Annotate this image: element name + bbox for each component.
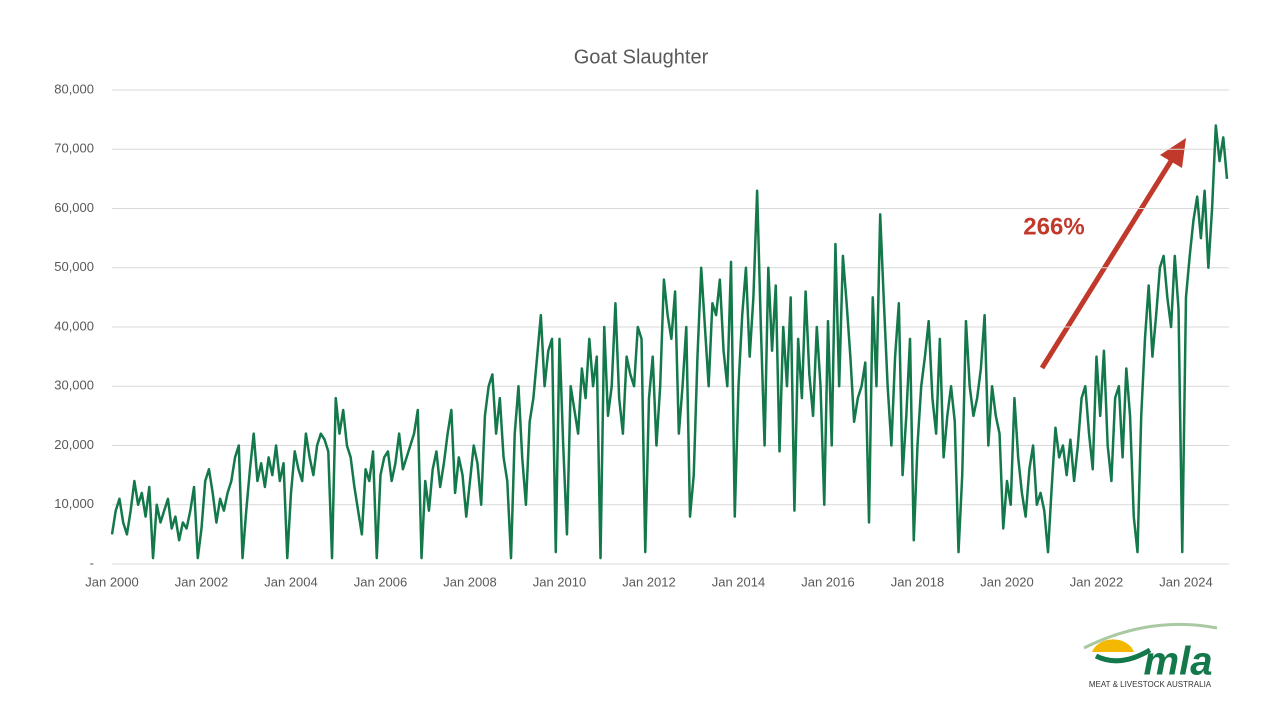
logo-tagline: MEAT & LIVESTOCK AUSTRALIA — [1089, 680, 1212, 689]
x-tick-label: Jan 2008 — [443, 574, 497, 589]
chart-title: Goat Slaughter — [574, 46, 709, 68]
y-tick-label: 40,000 — [54, 318, 94, 333]
logo-arc — [1083, 622, 1218, 650]
logo-swoosh — [1094, 647, 1152, 664]
logo-text: mla — [1144, 640, 1213, 684]
x-tick-label: Jan 2020 — [980, 574, 1034, 589]
y-tick-label: 10,000 — [54, 496, 94, 511]
annotation: 266% — [1023, 213, 1084, 240]
x-tick-label: Jan 2018 — [891, 574, 945, 589]
x-tick-label: Jan 2014 — [712, 574, 766, 589]
y-tick-label: - — [90, 555, 94, 570]
arrow — [1039, 151, 1179, 370]
y-tick-label: 80,000 — [54, 81, 94, 96]
x-tick-label: Jan 2010 — [533, 574, 587, 589]
y-tick-label: 60,000 — [54, 200, 94, 215]
y-tick-label: 20,000 — [54, 437, 94, 452]
arrow-head — [1160, 138, 1186, 168]
x-tick-label: Jan 2024 — [1159, 574, 1213, 589]
y-tick-label: 50,000 — [54, 259, 94, 274]
x-tick-label: Jan 2000 — [85, 574, 139, 589]
data-line — [110, 124, 1229, 560]
logo: mla MEAT & LIVESTOCK AUSTRALIA — [1083, 622, 1218, 689]
x-tick-label: Jan 2016 — [801, 574, 855, 589]
logo-sun — [1092, 639, 1134, 652]
x-tick-label: Jan 2012 — [622, 574, 676, 589]
y-tick-label: 70,000 — [54, 141, 94, 156]
x-tick-label: Jan 2006 — [354, 574, 408, 589]
x-tick-label: Jan 2004 — [264, 574, 318, 589]
x-tick-label: Jan 2002 — [175, 574, 229, 589]
x-tick-label: Jan 2022 — [1070, 574, 1124, 589]
y-tick-label: 30,000 — [54, 378, 94, 393]
